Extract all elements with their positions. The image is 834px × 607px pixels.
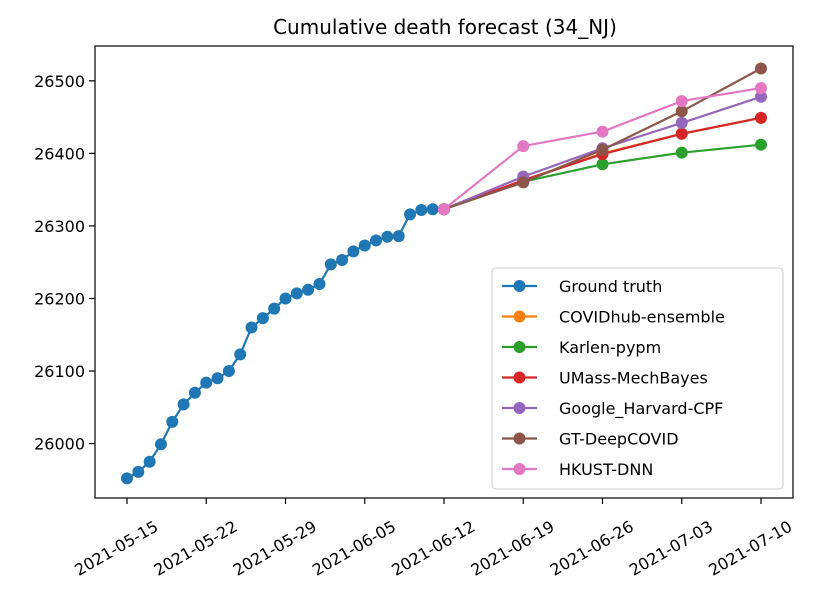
legend-marker [513, 341, 526, 353]
data-point [324, 258, 337, 271]
legend-item: COVIDhub-ensemble [502, 308, 725, 327]
data-point [596, 143, 609, 156]
x-tick-label: 2021-07-03 [626, 517, 716, 580]
y-tick-label: 26400 [34, 144, 85, 163]
y-tick-label: 26200 [34, 289, 85, 308]
data-point [596, 125, 609, 138]
series-line [443, 67, 762, 211]
legend-item: UMass-MechBayes [502, 369, 708, 388]
data-point [166, 415, 179, 428]
x-tick-label: 2021-06-05 [309, 517, 399, 580]
data-point [755, 111, 767, 124]
data-point [234, 348, 247, 361]
y-tick-label: 26500 [34, 72, 85, 91]
y-tick-label: 26100 [34, 362, 85, 381]
x-tick-label: 2021-06-19 [467, 517, 557, 580]
data-point [755, 62, 767, 75]
data-point [200, 376, 213, 389]
data-point [675, 127, 688, 140]
legend-label: GT-DeepCOVID [559, 430, 679, 449]
data-point [517, 176, 530, 189]
data-point [143, 455, 156, 468]
chart-title: Cumulative death forecast (34_NJ) [273, 15, 617, 39]
data-point [211, 372, 224, 385]
x-tick-label: 2021-06-12 [388, 517, 478, 580]
data-point [121, 472, 133, 485]
legend-item: Google_Harvard-CPF [502, 399, 723, 419]
legend-label: Karlen-pypm [559, 338, 661, 357]
series-ground-truth [121, 203, 450, 485]
data-point [154, 438, 167, 451]
legend-item: GT-DeepCOVID [502, 430, 679, 449]
data-point [347, 245, 360, 258]
data-point [675, 105, 688, 118]
data-point [675, 146, 688, 159]
x-tick-label: 2021-05-15 [71, 517, 161, 580]
data-point [675, 116, 688, 129]
legend-box [491, 267, 784, 490]
data-point [675, 95, 688, 108]
y-tick-label: 26000 [34, 435, 85, 454]
data-point [268, 302, 281, 315]
data-point [755, 90, 767, 103]
data-point [188, 386, 201, 399]
legend-item: HKUST-DNN [502, 460, 653, 479]
data-point [404, 208, 417, 221]
x-tick-label: 2021-07-10 [705, 517, 795, 580]
data-point [755, 82, 767, 95]
data-point [177, 398, 190, 411]
data-point [256, 312, 269, 325]
data-point [336, 254, 349, 267]
data-point [596, 158, 609, 171]
legend-label: UMass-MechBayes [559, 369, 708, 388]
x-tick-label: 2021-05-29 [230, 517, 320, 580]
data-point [438, 203, 450, 216]
legend-marker [513, 432, 526, 445]
data-point [132, 465, 145, 478]
data-point [245, 321, 258, 334]
legend-marker [513, 280, 526, 292]
data-point [755, 138, 767, 151]
legend-label: Google_Harvard-CPF [559, 399, 723, 419]
legend-marker [513, 463, 526, 475]
legend-item: Karlen-pypm [502, 338, 661, 357]
data-point [370, 234, 383, 247]
series-layer [121, 62, 767, 485]
legend-item: Ground truth [502, 277, 662, 296]
x-tick-label: 2021-06-26 [547, 517, 637, 580]
legend-marker [513, 310, 526, 323]
data-point [392, 230, 405, 243]
data-point [302, 283, 315, 296]
data-point [290, 287, 303, 300]
data-point [415, 203, 428, 216]
legend-marker [513, 371, 526, 384]
x-tick-label: 2021-05-22 [150, 517, 240, 580]
data-point [279, 292, 292, 305]
series-line [126, 208, 444, 480]
legend-label: HKUST-DNN [559, 460, 653, 479]
data-point [358, 239, 371, 252]
y-tick-label: 26300 [34, 217, 85, 236]
data-point [517, 140, 530, 153]
data-point [222, 365, 235, 378]
legend-label: Ground truth [559, 277, 662, 296]
data-point [313, 277, 326, 290]
legend-label: COVIDhub-ensemble [559, 308, 725, 327]
data-point [426, 203, 439, 216]
legend: Ground truth COVIDhub-ensemble Karlen-pypm… [491, 267, 784, 490]
legend-marker [513, 402, 526, 414]
series-hkust-dnn [438, 82, 767, 216]
data-point [381, 230, 394, 243]
